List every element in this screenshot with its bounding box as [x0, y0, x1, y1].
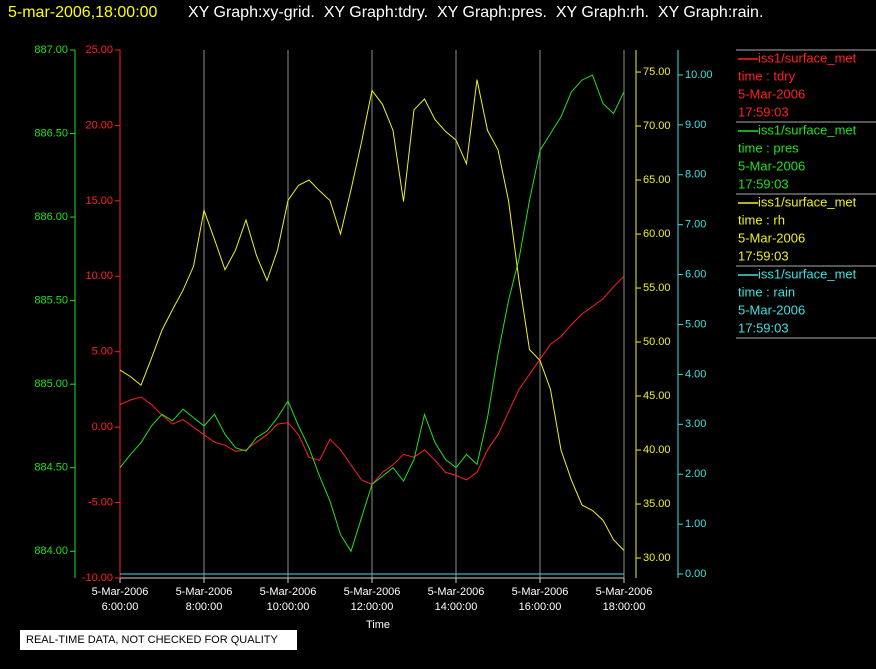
legend-detail: 17:59:03 [738, 104, 789, 119]
y-tick-label: 0.00 [685, 568, 706, 580]
y-tick-label: 70.00 [643, 120, 671, 132]
chart-title: 5-mar-2006,18:00:00 [8, 4, 158, 21]
y-tick-label: 3.00 [685, 418, 706, 430]
legend-label: iss1/surface_met [758, 50, 857, 65]
y-tick-label: 45.00 [643, 390, 671, 402]
y-tick-label: 885.00 [34, 378, 68, 390]
x-tick-label: 6:00:00 [102, 601, 139, 613]
x-tick-label: 12:00:00 [351, 601, 394, 613]
y-tick-label: 7.00 [685, 219, 706, 231]
legend-detail: 5-Mar-2006 [738, 158, 805, 173]
legend-detail: time : rain [738, 284, 795, 299]
x-tick-label: 18:00:00 [603, 601, 646, 613]
x-tick-label: 16:00:00 [519, 601, 562, 613]
x-tick-label: 5-Mar-2006 [176, 586, 233, 598]
y-tick-label: 887.00 [34, 44, 68, 56]
x-tick-label: 5-Mar-2006 [428, 586, 485, 598]
x-tick-label: 5-Mar-2006 [596, 586, 653, 598]
y-tick-label: 1.00 [685, 518, 706, 530]
y-tick-label: 5.00 [685, 318, 706, 330]
note-box [20, 630, 297, 650]
x-tick-label: 5-Mar-2006 [344, 586, 401, 598]
x-axis-label: Time [366, 619, 390, 631]
series-line [119, 74, 625, 553]
y-tick-label: 6.00 [685, 268, 706, 280]
y-tick-label: 35.00 [643, 498, 671, 510]
y-tick-label: 5.00 [92, 346, 113, 358]
y-tick-label: -5.00 [88, 496, 113, 508]
y-tick-label: 65.00 [643, 174, 671, 186]
legend-label: iss1/surface_met [758, 194, 857, 209]
x-tick-label: 5-Mar-2006 [92, 586, 149, 598]
y-tick-label: 884.00 [34, 545, 68, 557]
y-tick-label: 25.00 [85, 44, 113, 56]
x-tick-label: 10:00:00 [267, 601, 310, 613]
y-tick-label: 4.00 [685, 368, 706, 380]
legend-detail: time : rh [738, 212, 785, 227]
y-tick-label: 8.00 [685, 169, 706, 181]
y-tick-label: 9.00 [685, 119, 706, 131]
x-tick-label: 8:00:00 [186, 601, 223, 613]
legend-detail: time : tdry [738, 68, 796, 83]
legend-label: iss1/surface_met [758, 122, 857, 137]
legend-detail: 5-Mar-2006 [738, 86, 805, 101]
chart-subtitle: XY Graph:xy-grid. XY Graph:tdry. XY Grap… [188, 4, 763, 21]
y-tick-label: 885.50 [34, 295, 68, 307]
y-tick-label: -10.00 [82, 572, 113, 584]
legend-detail: 17:59:03 [738, 320, 789, 335]
legend-detail: 5-Mar-2006 [738, 302, 805, 317]
y-tick-label: 50.00 [643, 336, 671, 348]
note: REAL-TIME DATA, NOT CHECKED FOR QUALITY [26, 634, 278, 646]
y-tick-label: 20.00 [85, 119, 113, 131]
y-tick-label: 10.00 [85, 270, 113, 282]
legend-detail: 17:59:03 [738, 176, 789, 191]
series-line [119, 79, 625, 551]
x-tick-label: 5-Mar-2006 [512, 586, 569, 598]
legend-detail: 5-Mar-2006 [738, 230, 805, 245]
y-tick-label: 55.00 [643, 282, 671, 294]
y-tick-label: 886.00 [34, 211, 68, 223]
y-tick-label: 60.00 [643, 228, 671, 240]
y-tick-label: 0.00 [92, 421, 113, 433]
y-tick-label: 2.00 [685, 468, 706, 480]
y-tick-label: 75.00 [643, 66, 671, 78]
y-tick-label: 15.00 [85, 195, 113, 207]
x-tick-label: 5-Mar-2006 [260, 586, 317, 598]
y-tick-label: 886.50 [34, 127, 68, 139]
y-tick-label: 30.00 [643, 552, 671, 564]
y-tick-label: 884.50 [34, 462, 68, 474]
x-tick-label: 14:00:00 [435, 601, 478, 613]
legend-detail: 17:59:03 [738, 248, 789, 263]
legend-detail: time : pres [738, 140, 799, 155]
legend-label: iss1/surface_met [758, 266, 857, 281]
y-tick-label: 10.00 [685, 69, 713, 81]
y-tick-label: 40.00 [643, 444, 671, 456]
